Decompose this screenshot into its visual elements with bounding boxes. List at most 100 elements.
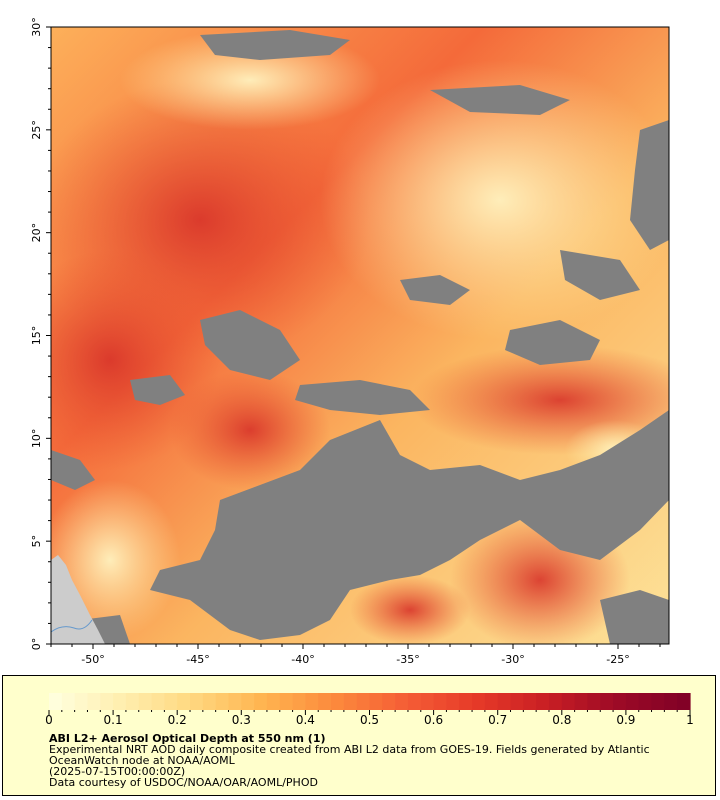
colorbar-cell — [625, 693, 640, 710]
no-data-area — [630, 120, 669, 250]
colorbar-cell — [459, 693, 473, 710]
high-aod-region — [350, 575, 470, 644]
high-aod-region — [170, 370, 330, 490]
colorbar-cell — [113, 693, 127, 710]
colorbar-cell — [190, 693, 204, 710]
colorbar-cell — [638, 693, 653, 710]
no-data-area — [430, 85, 570, 115]
colorbar-cell — [587, 693, 601, 710]
legend-description: Experimental NRT AOD daily composite cre… — [49, 743, 650, 767]
colorbar-cell — [215, 693, 230, 710]
colorbar-cell — [228, 693, 242, 710]
colorbar-cell — [510, 693, 524, 710]
colorbar-cell — [266, 693, 281, 710]
river-line — [51, 619, 93, 633]
colorbar-cell — [420, 693, 435, 710]
legend-credit: Data courtesy of USDOC/NOAA/OAR/AOML/PHO… — [49, 776, 318, 789]
colorbar-tick-label: 0.5 — [360, 713, 379, 727]
colorbar-cells — [49, 693, 691, 710]
colorbar-cell — [87, 693, 101, 710]
no-data-area — [400, 275, 470, 305]
colorbar-cell — [254, 693, 268, 710]
lon-tick-label: -25° — [606, 653, 629, 666]
low-aod-region — [51, 480, 180, 640]
lat-tick-label: 30° — [30, 17, 43, 37]
colorbar-cell — [600, 693, 614, 710]
colorbar-cell — [279, 693, 294, 710]
no-data-area — [560, 250, 640, 300]
colorbar: 0 0.1 0.2 0.3 0.4 0.5 0.6 0.7 0.8 0.9 1 — [45, 693, 694, 727]
lon-tick-label: -50° — [81, 653, 104, 666]
lat-tick-label: 25° — [30, 120, 43, 140]
lat-tick-label: 20° — [30, 223, 43, 243]
no-data-area — [200, 310, 300, 380]
colorbar-cell — [369, 693, 383, 710]
colorbar-tick-label: 0.7 — [488, 713, 507, 727]
colorbar-cell — [382, 693, 396, 710]
colorbar-tick-label: 0.9 — [616, 713, 635, 727]
colorbar-cell — [151, 693, 165, 710]
colorbar-cell — [61, 693, 76, 710]
colorbar-cell — [613, 693, 627, 710]
colorbar-tick-label: 0.3 — [232, 713, 251, 727]
colorbar-cell — [125, 693, 140, 710]
colorbar-cell — [484, 693, 499, 710]
colorbar-cell — [241, 693, 255, 710]
colorbar-ticks: 0 0.1 0.2 0.3 0.4 0.5 0.6 0.7 0.8 0.9 1 — [45, 710, 694, 727]
colorbar-cell — [202, 693, 217, 710]
colorbar-cell — [677, 693, 691, 710]
colorbar-tick-label: 0.1 — [104, 713, 123, 727]
colorbar-cell — [574, 693, 589, 710]
no-data-area — [51, 450, 95, 490]
colorbar-cell — [74, 693, 89, 710]
no-data-area — [295, 380, 430, 415]
lat-tick-label: 10° — [30, 429, 43, 449]
no-data-area — [505, 320, 600, 365]
colorbar-cell — [331, 693, 345, 710]
colorbar-tick-label: 1 — [686, 713, 694, 727]
longitude-axis: -50° -45° -40° -35° -30° -25° — [50, 644, 661, 666]
colorbar-cell — [548, 693, 563, 710]
colorbar-tick-label: 0.2 — [168, 713, 187, 727]
colorbar-cell — [292, 693, 306, 710]
colorbar-cell — [651, 693, 665, 710]
colorbar-cell — [177, 693, 191, 710]
lat-tick-label: 5° — [30, 535, 43, 548]
colorbar-cell — [100, 693, 114, 710]
colorbar-cell — [433, 693, 448, 710]
colorbar-cell — [497, 693, 512, 710]
colorbar-cell — [49, 693, 63, 710]
colorbar-cell — [305, 693, 319, 710]
colorbar-cell — [407, 693, 422, 710]
colorbar-cell — [164, 693, 178, 710]
colorbar-cell — [343, 693, 358, 710]
lon-tick-label: -45° — [186, 653, 209, 666]
colorbar-tick-label: 0.4 — [296, 713, 315, 727]
colorbar-cell — [561, 693, 576, 710]
no-data-area — [600, 590, 669, 644]
aod-map: 0° 5° 10° 15° 20° 25° 30° -50° -45° -40° -35° -30°… — [30, 17, 670, 666]
lon-tick-label: -40° — [291, 653, 314, 666]
legend-timestamp: (2025-07-15T00:00:00Z) — [49, 765, 186, 778]
colorbar-cell — [664, 693, 678, 710]
colorbar-cell — [536, 693, 550, 710]
colorbar-tick-label: 0.8 — [552, 713, 571, 727]
lat-tick-label: 0° — [30, 638, 43, 651]
no-data-area — [200, 30, 350, 60]
colorbar-tick-label: 0.6 — [424, 713, 443, 727]
south-america-land — [51, 555, 105, 644]
colorbar-cell — [395, 693, 409, 710]
colorbar-cell — [472, 693, 486, 710]
legend-title: ABI L2+ Aerosol Optical Depth at 550 nm … — [49, 732, 326, 745]
latitude-axis: 0° 5° 10° 15° 20° 25° 30° — [30, 17, 51, 650]
lon-tick-label: -35° — [396, 653, 419, 666]
no-data-area — [130, 375, 185, 405]
colorbar-cell — [523, 693, 537, 710]
legend-panel: 0 0.1 0.2 0.3 0.4 0.5 0.6 0.7 0.8 0.9 1 ABI L2+ Ae… — [2, 675, 716, 796]
colorbar-tick-label: 0 — [45, 713, 53, 727]
colorbar-cell — [356, 693, 371, 710]
colorbar-cell — [138, 693, 153, 710]
no-data-area — [150, 410, 669, 640]
colorbar-cell — [446, 693, 460, 710]
lat-tick-label: 15° — [30, 326, 43, 346]
